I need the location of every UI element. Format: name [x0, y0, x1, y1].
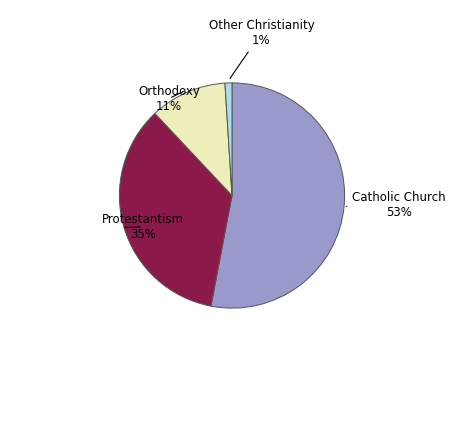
Text: Orthodoxy
11%: Orthodoxy 11% [138, 85, 200, 113]
Text: Catholic Church
53%: Catholic Church 53% [345, 191, 445, 219]
Text: Protestantism
35%: Protestantism 35% [102, 213, 184, 241]
Wedge shape [155, 83, 232, 196]
Wedge shape [225, 83, 232, 196]
Text: Other Christianity
1%: Other Christianity 1% [208, 19, 313, 79]
Wedge shape [211, 83, 344, 308]
Wedge shape [119, 113, 232, 306]
